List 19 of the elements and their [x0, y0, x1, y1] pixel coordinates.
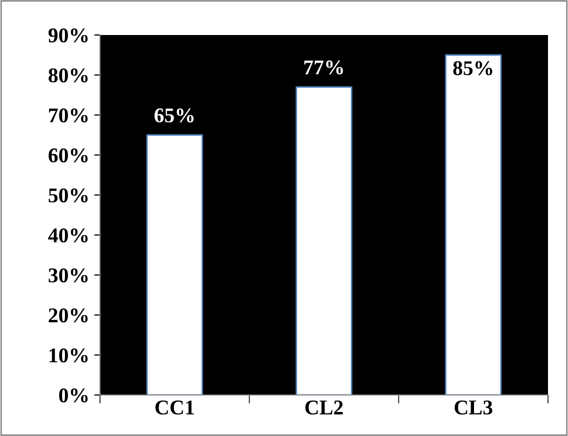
data-label: 77% [304, 60, 343, 75]
bar [445, 54, 502, 395]
y-tick-label: 30% [48, 268, 88, 282]
y-tick-label: 10% [50, 348, 88, 362]
bar [146, 134, 203, 395]
y-tick-label: 60% [48, 148, 88, 162]
data-label: 85% [453, 61, 492, 76]
y-tick-label: 90% [48, 28, 88, 42]
y-tick-label: 50% [48, 188, 88, 202]
data-label: 65% [154, 108, 194, 123]
bar [296, 86, 352, 395]
y-tick-label: 80% [48, 68, 88, 82]
y-tick-label: 20% [48, 308, 88, 322]
x-tick-label: CL2 [305, 400, 343, 415]
x-tick-label: CC1 [155, 400, 194, 415]
y-tick-label: 0% [59, 388, 88, 402]
y-tick-label: 40% [48, 228, 88, 242]
x-tick-label: CL3 [454, 400, 492, 415]
y-tick-label: 70% [49, 108, 88, 122]
